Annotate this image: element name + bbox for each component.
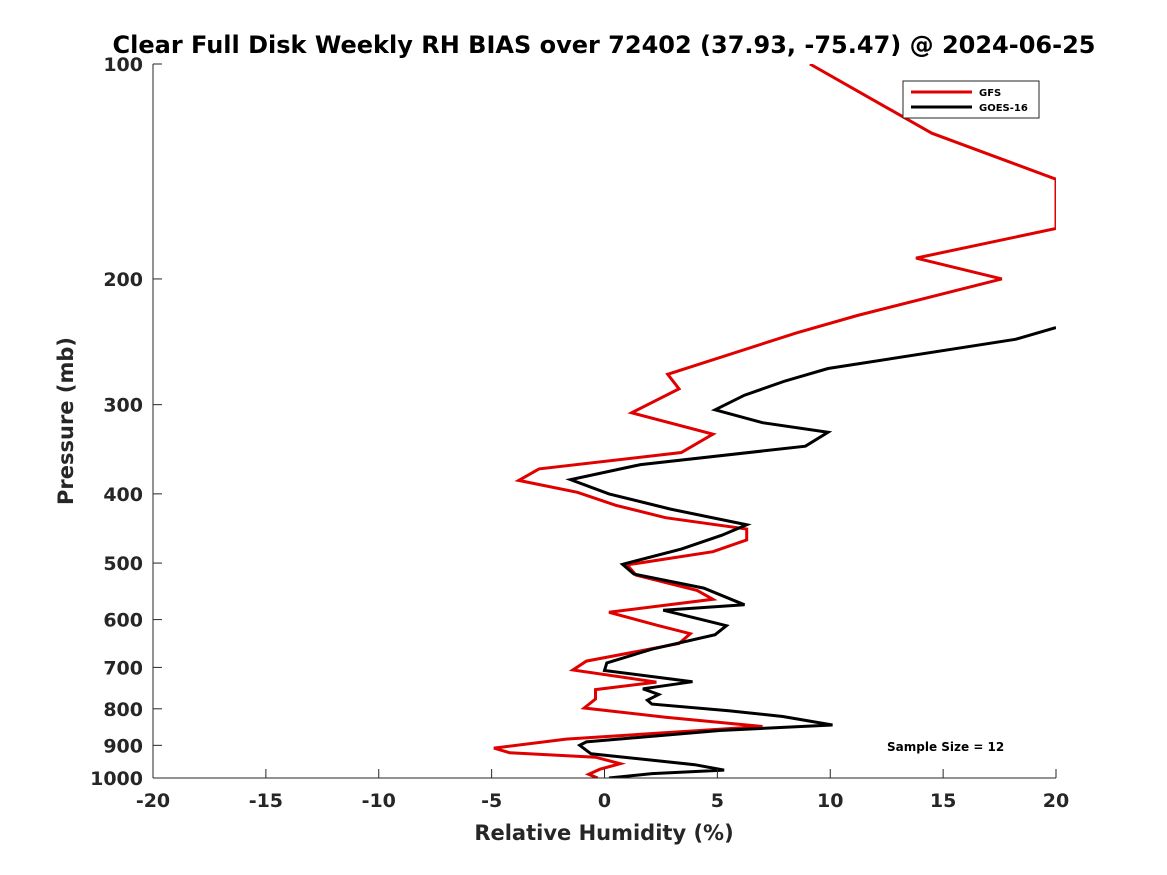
x-tick-label: 10 (817, 790, 843, 812)
y-tick-label: 300 (103, 395, 143, 417)
series-line-gfs (493, 64, 1056, 778)
x-tick-label: -20 (136, 790, 170, 812)
x-tick-label: -15 (249, 790, 283, 812)
y-tick-label: 900 (103, 735, 143, 757)
chart-title: Clear Full Disk Weekly RH BIAS over 7240… (113, 31, 1096, 59)
legend-label-gfs: GFS (979, 88, 1001, 99)
y-tick-label: 200 (103, 269, 143, 291)
x-tick-label: -5 (481, 790, 502, 812)
series-line-goes16 (565, 326, 1056, 778)
legend: GFS GOES-16 (902, 80, 1040, 119)
x-tick-label: 15 (930, 790, 956, 812)
y-tick-label: 1000 (90, 768, 143, 790)
y-axis-label: Pressure (mb) (54, 337, 78, 505)
x-tick-label: 20 (1043, 790, 1069, 812)
axes-layer: -20 -15 -10 -5 0 5 10 15 20 100 200 300 400 500 600 700… (90, 54, 1069, 812)
x-tick-label: 5 (711, 790, 724, 812)
y-tick-label: 500 (103, 553, 143, 575)
x-tick-label: -10 (362, 790, 396, 812)
y-tick-label: 400 (103, 484, 143, 506)
series-layer (493, 64, 1056, 778)
y-tick-label: 600 (103, 610, 143, 632)
sample-size-annotation: Sample Size = 12 (887, 740, 1004, 754)
legend-label-goes16: GOES-16 (979, 103, 1028, 114)
x-tick-label: 0 (598, 790, 611, 812)
y-tick-label: 700 (103, 657, 143, 679)
y-tick-label: 100 (103, 54, 143, 76)
x-axis-label: Relative Humidity (%) (474, 821, 733, 845)
y-tick-label: 800 (103, 699, 143, 721)
legend-box (902, 80, 1040, 119)
